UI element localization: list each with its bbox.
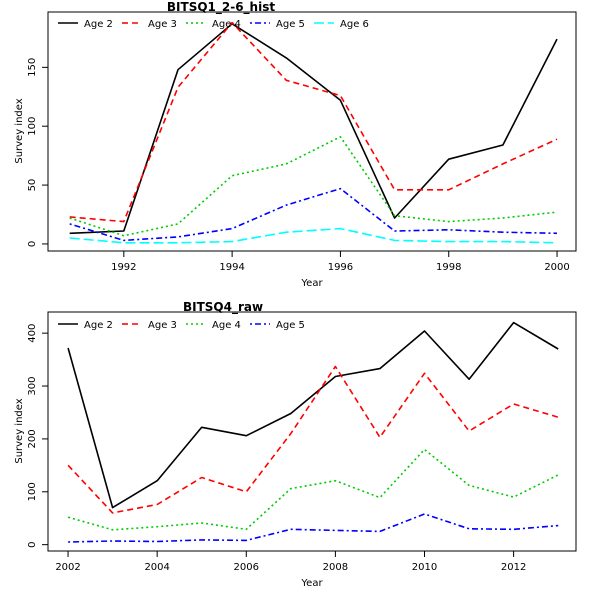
y-tick-label: 200 — [27, 429, 38, 448]
x-axis-label-bottom: Year — [300, 578, 323, 589]
y-tick-label: 400 — [27, 324, 38, 343]
legend-label: Age 3 — [148, 320, 177, 331]
x-tick-label: 2008 — [323, 562, 348, 573]
chart-title-top: BITSQ1_2-6_hist — [167, 0, 275, 15]
x-tick-label: 2010 — [412, 562, 437, 573]
series-line-age-3 — [67, 365, 559, 514]
y-tick-label: 100 — [27, 482, 38, 501]
plot-frame-bottom — [47, 311, 577, 552]
y-tick-label: 0 — [27, 241, 38, 247]
legend-label: Age 4 — [212, 320, 241, 331]
series-line-age-6 — [69, 227, 558, 244]
legend-label: Age 6 — [340, 19, 369, 30]
series-line-age-5 — [68, 513, 559, 543]
x-tick-label: 2004 — [144, 562, 169, 573]
legend-label: Age 2 — [84, 320, 113, 331]
x-tick-label: 2006 — [234, 562, 259, 573]
x-tick-label: 1998 — [436, 262, 461, 273]
legend-top: Age 2 Age 3 Age 4 Age 5 Age 6 — [58, 19, 369, 30]
series-lines-bottom — [67, 321, 559, 543]
x-tick-label: 2000 — [544, 262, 569, 273]
y-tick-label: 0 — [27, 541, 38, 547]
axis-ticks-top: 1992 1994 1996 1998 2000 0 50 100 150 — [27, 58, 570, 273]
series-line-age-4 — [69, 136, 558, 237]
x-tick-label: 1992 — [111, 262, 136, 273]
y-tick-label: 50 — [27, 179, 38, 192]
series-line-age-2 — [69, 22, 558, 235]
legend-bottom: Age 2 Age 3 Age 4 Age 5 — [58, 320, 305, 331]
y-tick-label: 150 — [27, 58, 38, 77]
legend-label: Age 5 — [276, 19, 305, 30]
series-line-age-2 — [67, 321, 559, 509]
series-line-age-3 — [69, 21, 558, 223]
chart-title-bottom: BITSQ4_raw — [183, 300, 263, 315]
x-tick-label: 2012 — [501, 562, 526, 573]
axis-ticks-bottom: 2002 2004 2006 2008 2010 2012 0 100 200 300 400 — [27, 324, 526, 573]
legend-label: Age 2 — [84, 19, 113, 30]
x-axis-label-top: Year — [300, 278, 323, 289]
y-axis-label-top: Survey index — [14, 98, 25, 163]
x-tick-label: 1994 — [219, 262, 244, 273]
panel-top: BITSQ1_2-6_hist Year Survey index 1992 19… — [14, 0, 577, 289]
series-lines-top — [69, 21, 558, 244]
y-axis-label-bottom: Survey index — [14, 398, 25, 463]
legend-label: Age 5 — [276, 320, 305, 331]
panel-bottom: BITSQ4_raw Year Survey index 2002 2004 200… — [14, 300, 577, 589]
y-tick-label: 300 — [27, 376, 38, 395]
y-tick-label: 100 — [27, 117, 38, 136]
x-tick-label: 1996 — [328, 262, 353, 273]
plot-frame-top — [47, 11, 577, 252]
legend-label: Age 3 — [148, 19, 177, 30]
legend-label: Age 4 — [212, 19, 241, 30]
series-line-age-5 — [69, 187, 558, 242]
x-tick-label: 2002 — [55, 562, 80, 573]
